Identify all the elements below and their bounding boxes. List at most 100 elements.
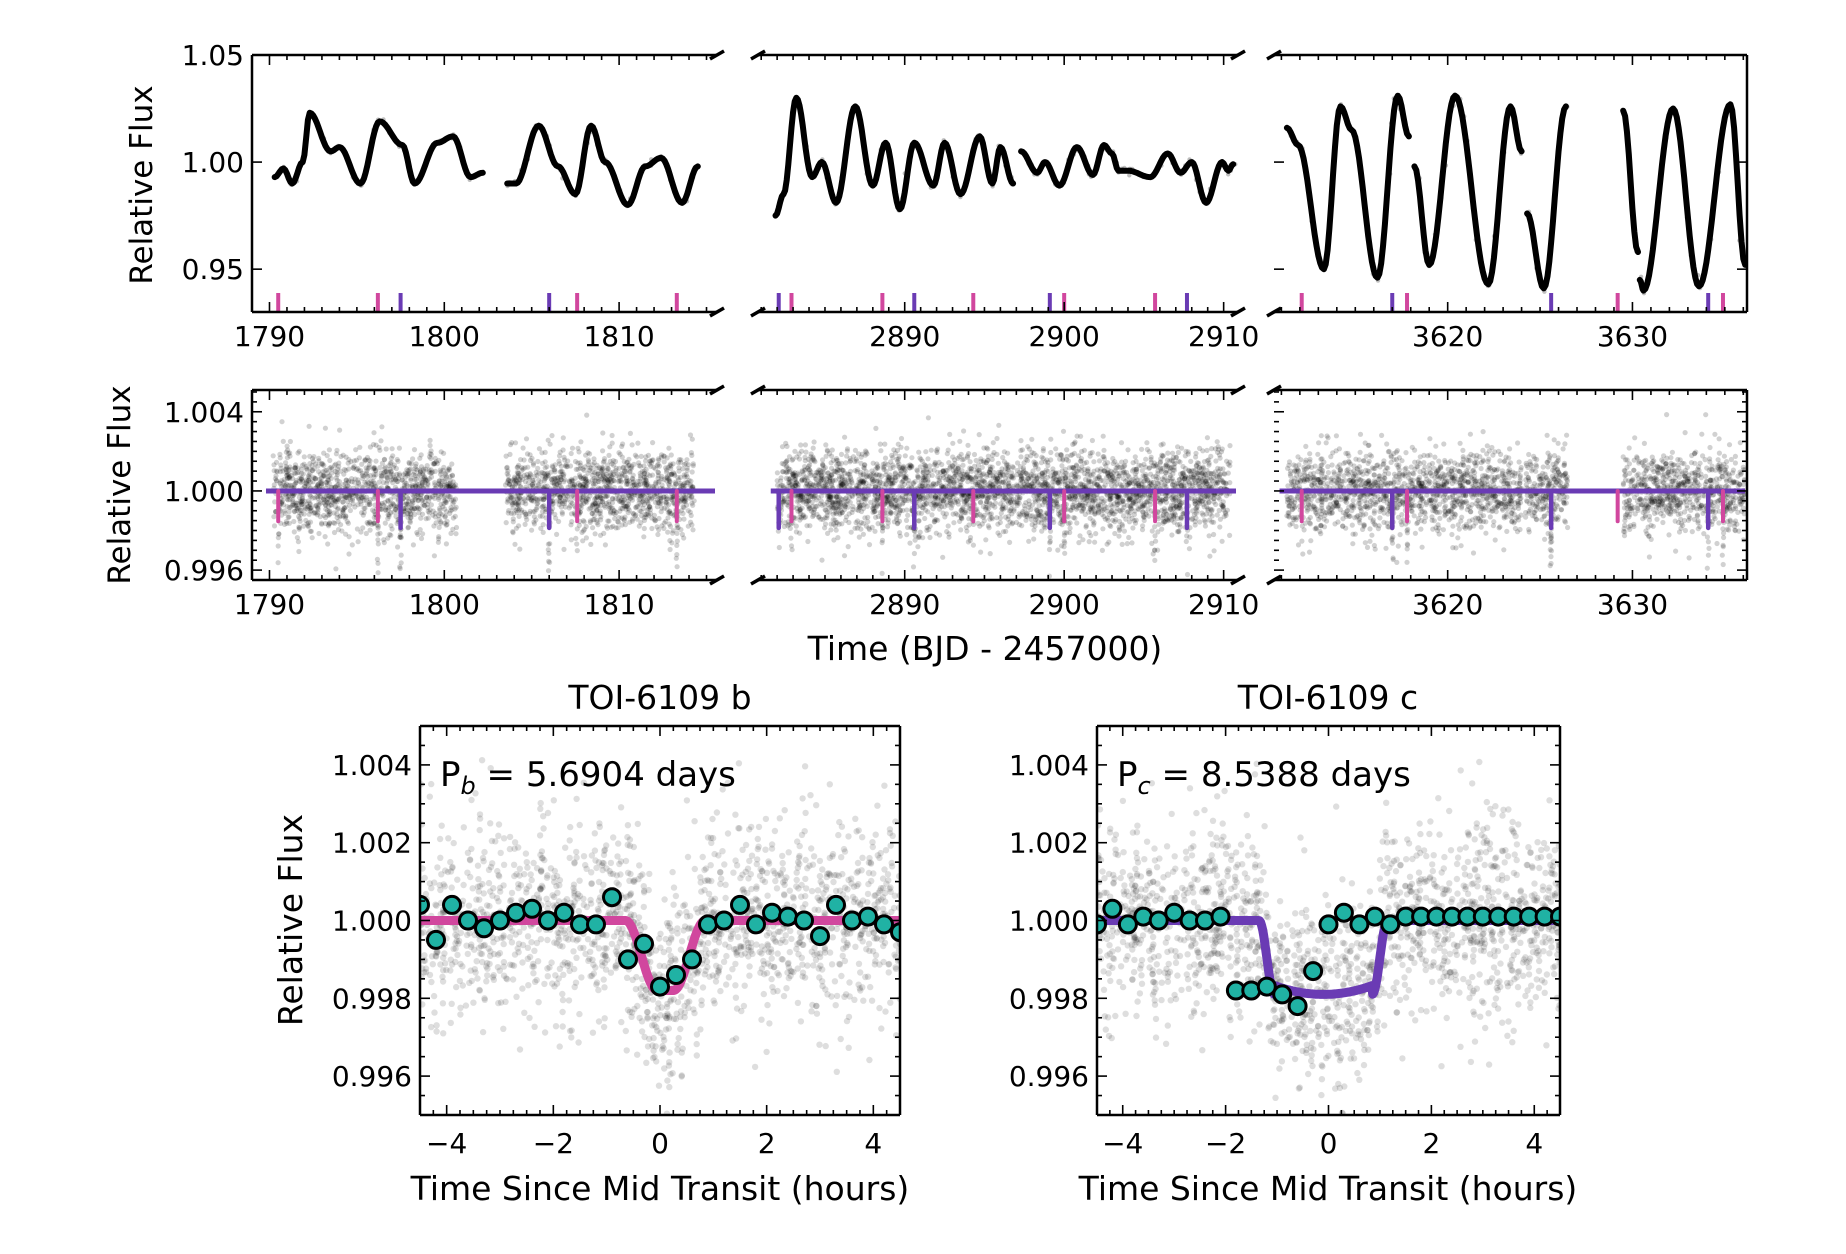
detrended-flux-point xyxy=(292,465,298,471)
detrended-flux-point xyxy=(810,454,816,460)
detrended-flux-point xyxy=(588,541,594,548)
detrended-flux-point xyxy=(627,465,634,471)
detrended-flux-point xyxy=(325,477,331,483)
detrended-flux-point xyxy=(505,498,511,504)
detrended-flux-point xyxy=(904,532,910,538)
detrended-flux-point xyxy=(391,494,397,500)
detrended-flux-point xyxy=(313,461,319,467)
detrended-flux-point xyxy=(653,479,659,485)
detrended-flux-point xyxy=(964,528,970,534)
detrended-flux-point xyxy=(626,507,632,513)
detrended-flux-point xyxy=(342,515,348,521)
detrended-flux-point xyxy=(595,522,601,528)
detrended-flux-point xyxy=(593,508,599,514)
detrended-flux-point xyxy=(607,482,613,488)
detrended-flux-point xyxy=(334,477,340,483)
detrended-flux-point xyxy=(1005,516,1011,522)
detrended-flux-point xyxy=(919,458,926,464)
detrended-flux-point xyxy=(561,454,567,460)
detrended-flux-point xyxy=(339,528,345,534)
detrended-flux-point xyxy=(307,492,313,498)
detrended-flux-point xyxy=(615,519,621,525)
detrended-flux-point xyxy=(507,478,514,484)
detrended-flux-point xyxy=(324,508,330,514)
detrended-flux-point xyxy=(645,452,652,458)
detrended-flux-point xyxy=(606,478,612,484)
detrended-flux-point xyxy=(554,531,560,538)
detrended-flux-point xyxy=(271,482,277,488)
detrended-flux-point xyxy=(870,505,876,511)
detrended-flux-point xyxy=(866,526,873,533)
detrended-flux-point xyxy=(282,510,288,516)
detrended-flux-point xyxy=(625,495,631,501)
detrended-flux-point xyxy=(619,493,626,499)
detrended-flux-point xyxy=(327,465,333,471)
detrended-flux-point xyxy=(328,475,334,481)
detrended-flux-point xyxy=(383,469,389,475)
detrended-flux-point xyxy=(583,498,589,504)
detrended-flux-point xyxy=(1201,459,1208,465)
detrended-flux-point xyxy=(589,477,596,483)
detrended-flux-point xyxy=(1188,458,1194,464)
detrended-flux-point xyxy=(302,483,308,489)
detrended-flux-point xyxy=(987,464,993,470)
detrended-flux-point xyxy=(819,557,825,563)
detrended-flux-point xyxy=(571,482,578,488)
detrended-flux-point xyxy=(301,454,307,460)
detrended-flux-point xyxy=(362,457,368,463)
detrended-flux-point xyxy=(794,498,800,504)
detrended-flux-point xyxy=(378,506,384,512)
detrended-flux-point xyxy=(958,451,964,457)
detrended-flux-point xyxy=(589,510,595,516)
detrended-flux-point xyxy=(320,461,326,467)
detrended-flux-point xyxy=(668,461,674,467)
detrended-flux-point xyxy=(289,483,295,489)
detrended-flux-point xyxy=(308,505,314,511)
detrended-flux-point xyxy=(602,504,608,510)
detrended-flux-point xyxy=(303,464,309,470)
detrended-flux-point xyxy=(284,504,290,510)
detrended-flux-point xyxy=(577,465,583,471)
detrended-flux-point xyxy=(655,500,661,506)
raw-flux-curve xyxy=(1636,101,1747,294)
detrended-flux-point xyxy=(280,438,286,444)
detrended-flux-point xyxy=(585,496,592,502)
detrended-flux-point xyxy=(427,442,433,449)
detrended-flux-point xyxy=(440,467,446,473)
detrended-flux-point xyxy=(535,483,541,489)
detrended-flux-point xyxy=(874,501,881,507)
raw-flux-curve xyxy=(772,94,1017,219)
detrended-flux-point xyxy=(366,464,372,470)
detrended-flux-point xyxy=(279,512,285,518)
detrended-flux-point xyxy=(356,468,362,474)
detrended-flux-point xyxy=(554,498,560,504)
detrended-flux-point xyxy=(805,538,811,545)
detrended-flux-point xyxy=(446,484,452,490)
detrended-flux-point xyxy=(562,504,569,510)
detrended-flux-point xyxy=(441,479,447,485)
detrended-flux-point xyxy=(570,483,576,490)
detrended-flux-point xyxy=(356,455,362,461)
detrended-flux-point xyxy=(629,442,635,448)
detrended-flux-point xyxy=(539,513,545,519)
detrended-flux-point xyxy=(873,466,879,472)
detrended-flux-point xyxy=(789,547,795,553)
detrended-flux-point xyxy=(507,451,513,457)
detrended-flux-point xyxy=(422,498,428,504)
detrended-flux-point xyxy=(508,495,514,501)
detrended-flux-point xyxy=(374,522,380,528)
detrended-flux-point xyxy=(541,503,547,509)
detrended-flux-point xyxy=(346,492,353,498)
detrended-flux-point xyxy=(620,494,627,500)
detrended-flux-point xyxy=(285,475,291,481)
detrended-flux-point xyxy=(987,516,993,522)
detrended-flux-point xyxy=(525,495,532,501)
detrended-flux-point xyxy=(398,534,404,540)
detrended-flux-point xyxy=(284,455,290,461)
detrended-flux-point xyxy=(284,443,290,449)
detrended-flux-point xyxy=(1125,447,1131,453)
detrended-flux-point xyxy=(574,526,580,532)
detrended-flux-point xyxy=(591,508,597,514)
detrended-flux-point xyxy=(414,467,420,473)
detrended-flux-point xyxy=(558,477,564,483)
